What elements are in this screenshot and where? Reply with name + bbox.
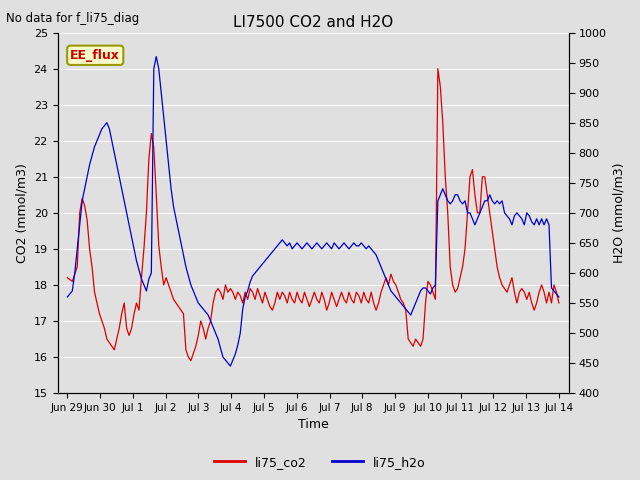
Y-axis label: CO2 (mmol/m3): CO2 (mmol/m3) — [15, 163, 28, 263]
Y-axis label: H2O (mmol/m3): H2O (mmol/m3) — [612, 163, 625, 263]
Text: EE_flux: EE_flux — [70, 49, 120, 62]
Legend: li75_co2, li75_h2o: li75_co2, li75_h2o — [209, 451, 431, 474]
Title: LI7500 CO2 and H2O: LI7500 CO2 and H2O — [233, 15, 393, 30]
Text: No data for f_li75_diag: No data for f_li75_diag — [6, 12, 140, 25]
X-axis label: Time: Time — [298, 419, 328, 432]
